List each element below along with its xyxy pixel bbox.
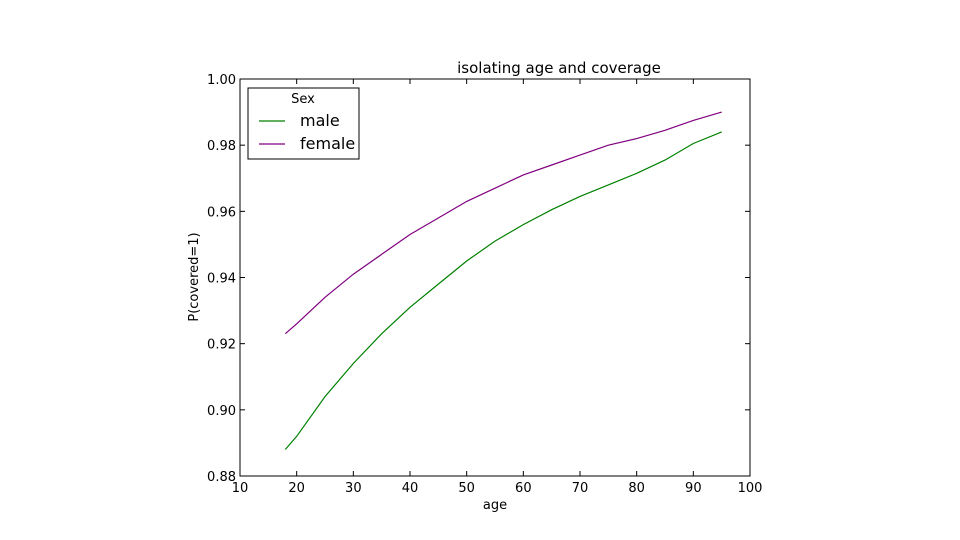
y-tick-label: 0.88: [207, 470, 236, 485]
y-tick-label: 0.96: [207, 205, 236, 220]
series-line-female: [284, 111, 722, 335]
x-tick-label: 70: [572, 481, 589, 496]
y-tick-label: 0.90: [207, 404, 236, 419]
x-axis-label: age: [483, 498, 507, 513]
x-tick-label: 80: [628, 481, 645, 496]
x-tick-label: 40: [402, 481, 419, 496]
legend-box: [247, 87, 360, 160]
x-tick-label: 20: [288, 481, 305, 496]
x-tick-label: 10: [232, 481, 249, 496]
y-tick-label: 1.00: [207, 73, 236, 88]
legend-title: Sex: [291, 92, 315, 107]
x-tick-label: 100: [738, 481, 763, 496]
y-axis-label: P(covered=1): [187, 232, 202, 321]
series-line-male: [284, 131, 722, 450]
x-tick-label: 30: [345, 481, 362, 496]
legend-label-male: male: [300, 111, 340, 130]
legend: Sex male female: [247, 87, 360, 160]
y-tick-label: 0.98: [207, 139, 236, 154]
chart-title: isolating age and coverage: [457, 59, 661, 77]
y-tick-label: 0.92: [207, 338, 236, 353]
x-tick-label: 60: [515, 481, 532, 496]
x-tick-label: 50: [458, 481, 475, 496]
legend-label-female: female: [300, 134, 355, 153]
x-tick-label: 90: [685, 481, 702, 496]
y-tick-label: 0.94: [207, 272, 236, 287]
